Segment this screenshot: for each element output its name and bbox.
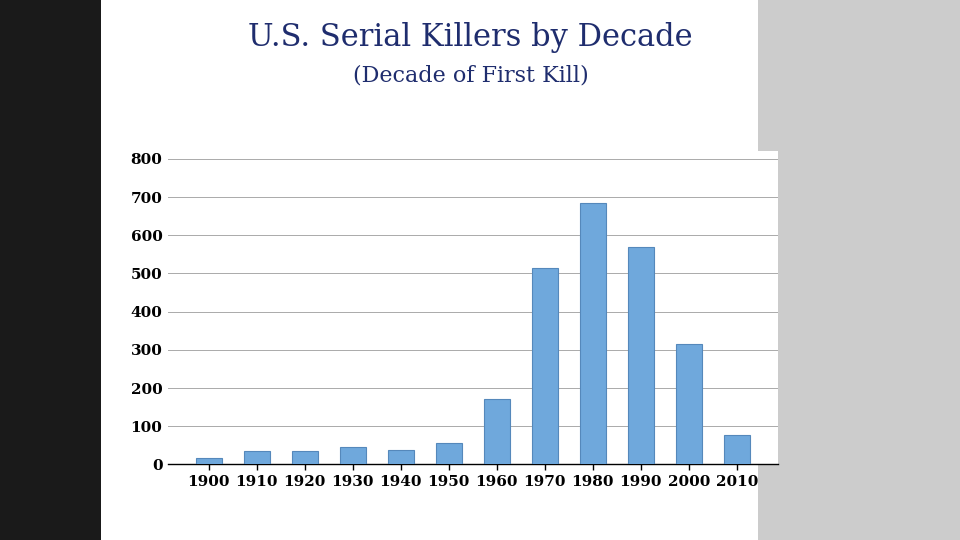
Bar xyxy=(244,451,270,464)
Bar xyxy=(292,451,318,464)
Bar xyxy=(532,268,558,464)
Bar xyxy=(340,447,366,464)
Bar xyxy=(580,202,606,464)
Bar xyxy=(676,344,702,464)
Text: U.S. Serial Killers by Decade: U.S. Serial Killers by Decade xyxy=(248,22,693,52)
Bar xyxy=(724,435,750,464)
Bar xyxy=(388,450,414,464)
Bar xyxy=(628,247,654,464)
Bar xyxy=(196,457,222,464)
Bar xyxy=(436,443,462,464)
Bar xyxy=(484,400,510,464)
Text: (Decade of First Kill): (Decade of First Kill) xyxy=(352,65,588,87)
